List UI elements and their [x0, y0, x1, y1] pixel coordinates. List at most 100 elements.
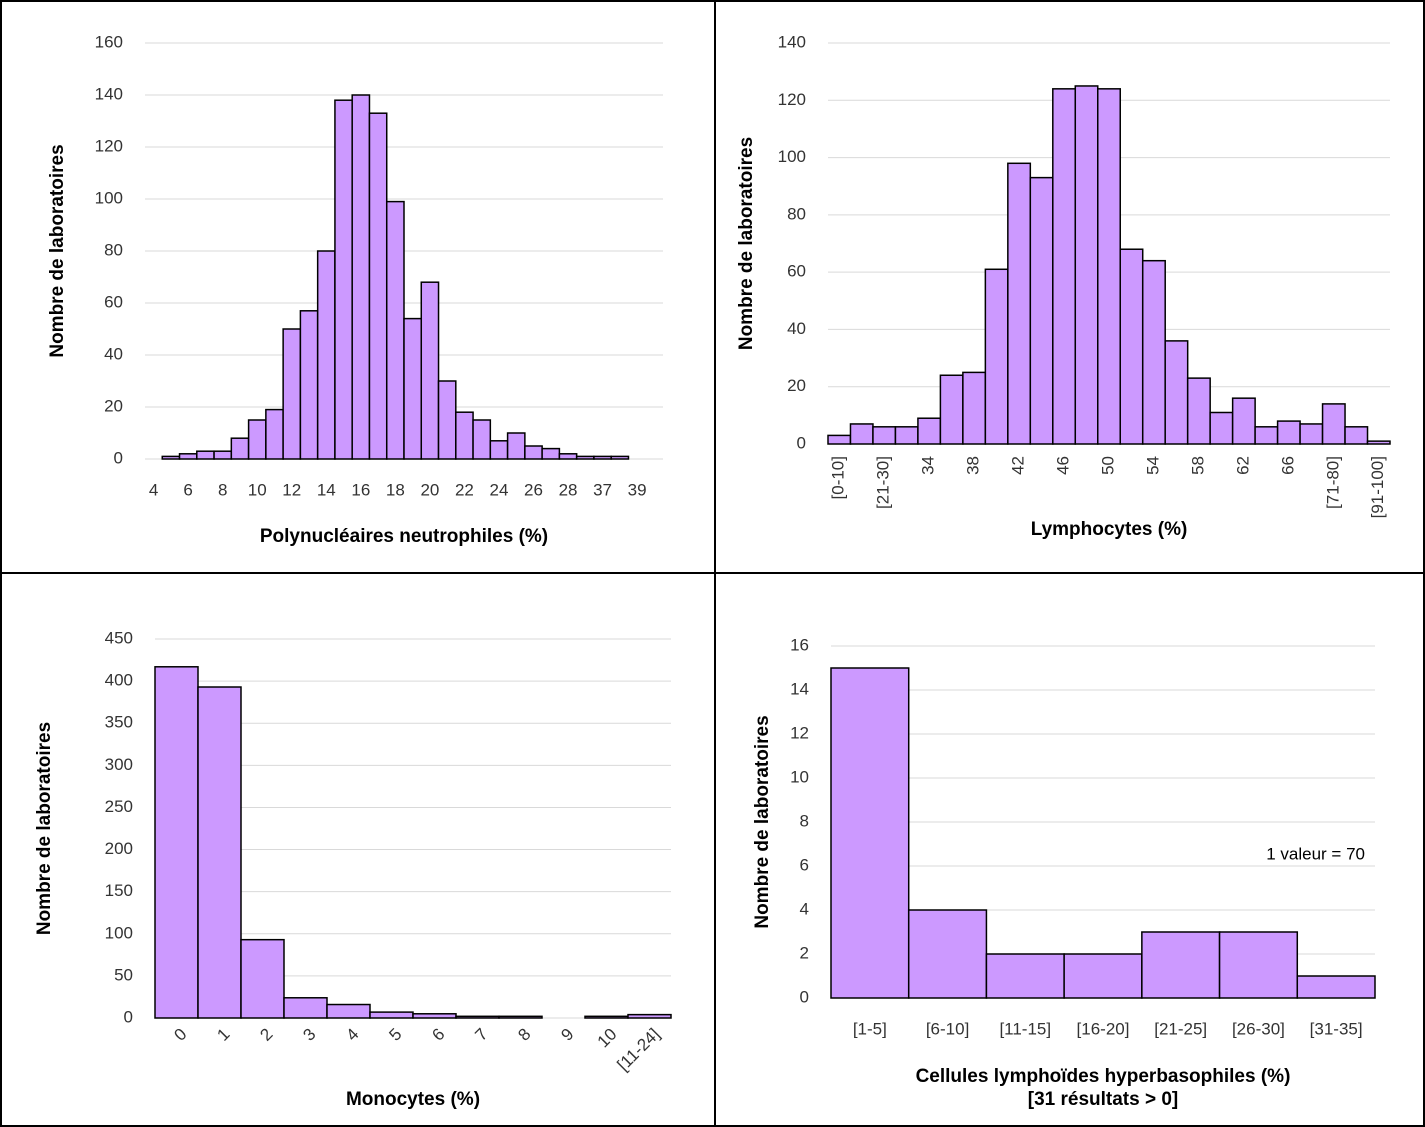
bar: [1029, 176, 1054, 445]
x-axis-label: [31 résultats > 0]: [1028, 1089, 1179, 1110]
bar: [1119, 248, 1144, 445]
x-tick-label: 10: [248, 480, 267, 499]
bar: [1218, 931, 1299, 999]
bar: [984, 268, 1009, 445]
x-tick-label: 4: [149, 480, 158, 499]
bar: [1231, 397, 1256, 445]
bar: [917, 417, 942, 445]
bar: [558, 453, 578, 460]
bar: [265, 408, 284, 460]
y-tick-label: 250: [105, 797, 133, 816]
x-tick-label: 42: [1009, 456, 1028, 475]
x-tick-label: [21-30]: [874, 456, 893, 509]
x-tick-label: 4: [342, 1025, 362, 1045]
bar: [368, 112, 388, 460]
y-tick-label: 14: [790, 679, 809, 698]
y-tick-label: 450: [105, 628, 133, 647]
y-axis-label: Nombre de laboratoires: [752, 715, 773, 928]
y-tick-label: 60: [787, 262, 806, 281]
bar: [894, 426, 919, 445]
x-tick-label: [31-35]: [1310, 1019, 1363, 1038]
x-tick-label: 58: [1188, 456, 1207, 475]
annotation: 1 valeur = 70: [1266, 844, 1365, 863]
bar: [1063, 953, 1143, 999]
x-tick-label: 6: [428, 1025, 448, 1045]
x-tick-label: 3: [299, 1025, 319, 1045]
bar: [1299, 423, 1324, 445]
bar: [541, 447, 561, 460]
y-tick-label: 0: [114, 448, 123, 467]
x-axis-label: Cellules lymphoïdes hyperbasophiles (%): [916, 1066, 1291, 1087]
bar: [1276, 420, 1301, 445]
y-tick-label: 4: [800, 899, 809, 918]
x-tick-label: 2: [256, 1025, 276, 1045]
x-tick-label: 1: [213, 1025, 233, 1045]
bar: [1141, 931, 1221, 999]
x-tick-label: [16-20]: [1077, 1019, 1130, 1038]
x-tick-label: 24: [490, 480, 509, 499]
x-tick-label: 12: [282, 480, 301, 499]
bar: [1052, 88, 1077, 445]
bar: [283, 997, 328, 1019]
y-tick-label: 12: [790, 723, 809, 742]
y-tick-label: 100: [105, 923, 133, 942]
bar: [907, 909, 988, 999]
x-tick-label: [11-15]: [999, 1019, 1051, 1038]
bar: [316, 250, 336, 460]
y-tick-label: 80: [104, 240, 123, 259]
x-tick-label: 0: [170, 1025, 190, 1045]
x-tick-label: 28: [559, 480, 578, 499]
y-tick-label: 10: [790, 767, 809, 786]
bar: [455, 1015, 500, 1019]
bar: [213, 450, 233, 460]
y-tick-label: 0: [797, 433, 806, 452]
bar: [827, 434, 852, 445]
y-tick-label: 350: [105, 713, 133, 732]
y-tick-label: 0: [800, 987, 809, 1006]
y-tick-label: 40: [787, 319, 806, 338]
x-tick-label: [6-10]: [926, 1019, 969, 1038]
bar: [939, 374, 964, 445]
x-tick-label: [26-30]: [1232, 1019, 1285, 1038]
bar: [1366, 440, 1391, 445]
y-tick-label: 400: [105, 671, 133, 690]
x-tick-label: 9: [557, 1025, 577, 1045]
y-tick-label: 2: [800, 943, 809, 962]
bar: [351, 94, 371, 460]
bar: [1186, 377, 1211, 445]
bar: [403, 317, 423, 460]
bar: [299, 310, 319, 460]
bar: [962, 371, 987, 445]
x-tick-label: 5: [385, 1025, 405, 1045]
x-tick-label: 8: [218, 480, 227, 499]
bar: [575, 455, 595, 460]
x-tick-label: [1-5]: [853, 1019, 887, 1038]
bar: [230, 437, 250, 460]
x-tick-label: 39: [628, 480, 647, 499]
bar: [369, 1011, 414, 1019]
bar: [334, 99, 353, 460]
bar: [593, 455, 612, 460]
bar: [385, 200, 405, 460]
bar: [326, 1003, 371, 1019]
bar: [506, 432, 526, 460]
y-tick-label: 300: [105, 755, 133, 774]
y-tick-label: 60: [104, 292, 123, 311]
bar: [489, 440, 509, 460]
bar: [196, 450, 215, 460]
bar: [1141, 259, 1166, 445]
y-tick-label: 16: [790, 635, 809, 654]
x-tick-label: 37: [593, 480, 612, 499]
x-tick-label: 14: [317, 480, 336, 499]
bar: [437, 380, 457, 460]
bar: [178, 453, 198, 460]
bar: [1344, 426, 1369, 445]
x-tick-label: 26: [524, 480, 543, 499]
bar: [455, 411, 474, 460]
x-tick-label: 46: [1054, 456, 1073, 475]
y-tick-label: 160: [95, 32, 123, 51]
bar: [240, 938, 285, 1019]
bar: [627, 1013, 672, 1019]
bar: [1007, 162, 1032, 445]
